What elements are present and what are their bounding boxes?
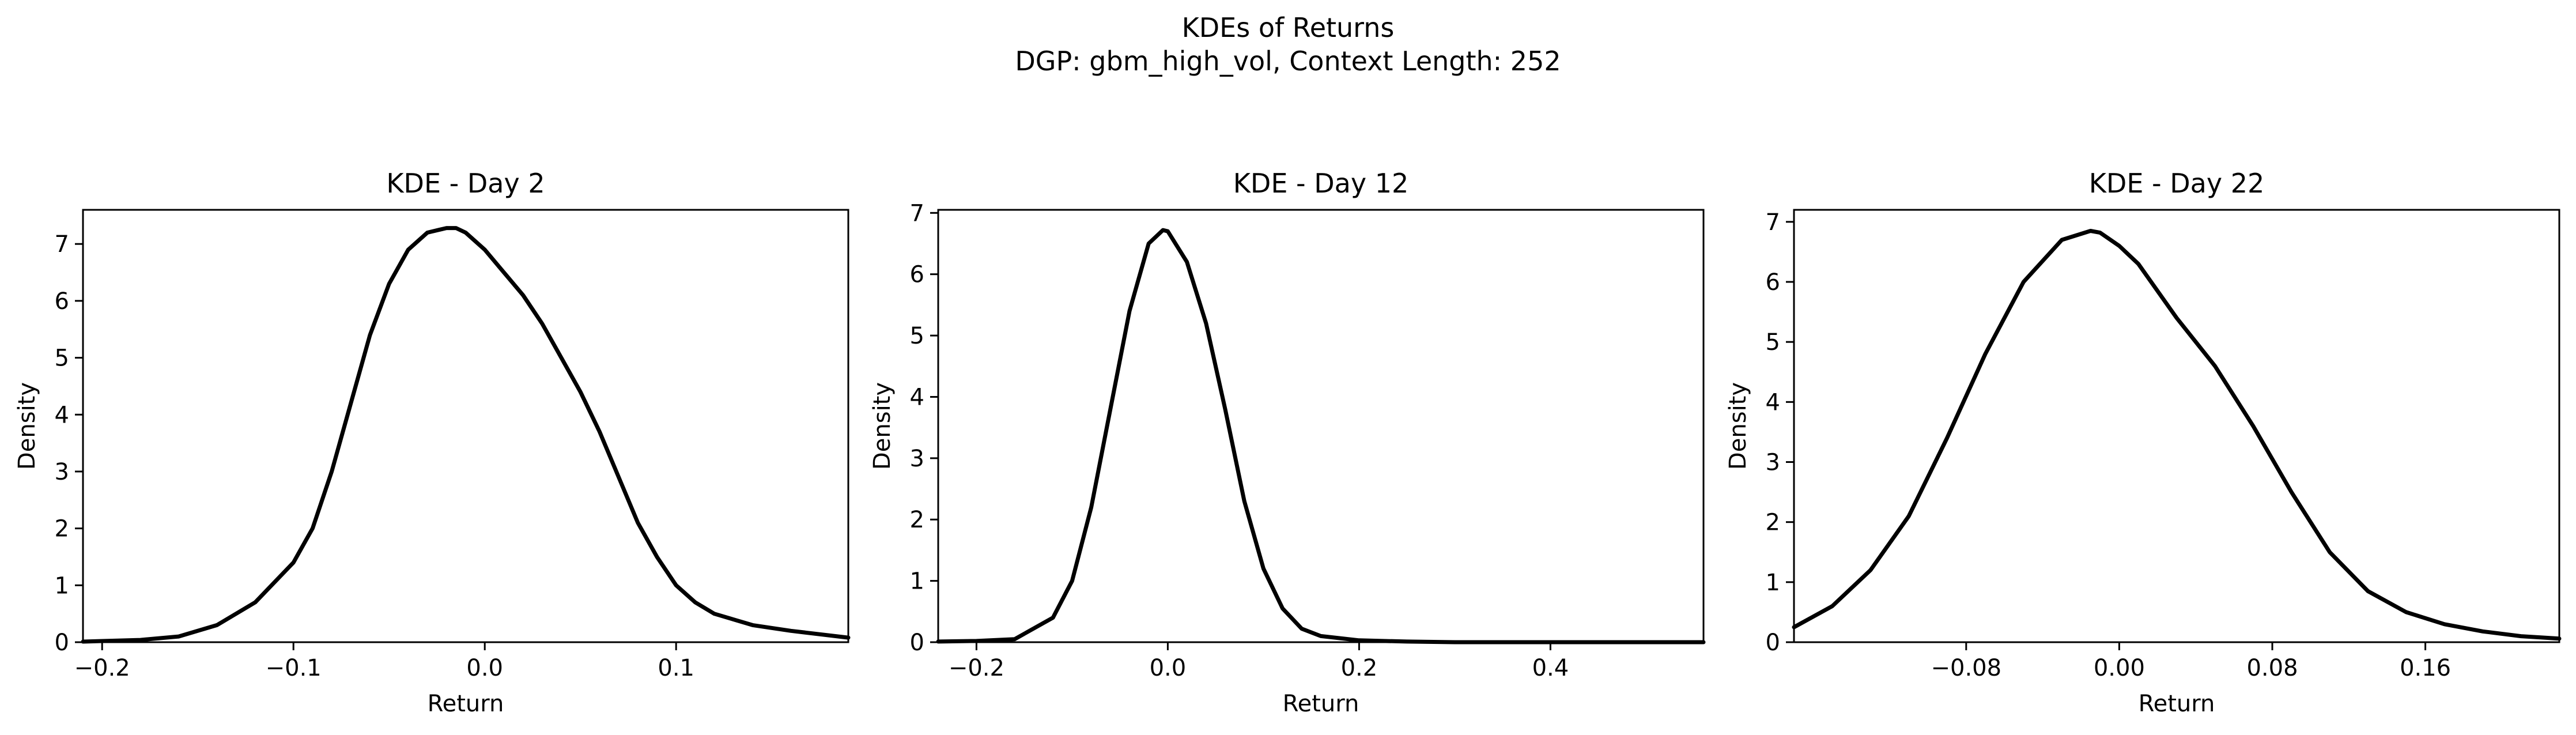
y-tick-label: 4: [55, 402, 69, 428]
y-tick-label: 7: [55, 231, 69, 258]
y-tick-label: 2: [1766, 510, 1780, 536]
x-axis-label: Return: [2139, 691, 2215, 717]
y-tick-label: 6: [1766, 269, 1780, 296]
x-tick-label: 0.1: [658, 655, 694, 681]
y-tick-label: 1: [910, 568, 924, 595]
x-tick-label: 0.00: [2094, 655, 2145, 681]
x-tick-label: 0.2: [1341, 655, 1378, 681]
y-tick-label: 4: [1766, 389, 1780, 416]
x-tick-label: −0.2: [949, 655, 1004, 681]
x-tick-label: 0.16: [2400, 655, 2451, 681]
axes-frame: [937, 209, 1705, 643]
y-axis-label: Density: [1725, 382, 1751, 470]
y-tick-label: 3: [55, 459, 69, 485]
figure-title-line2: DGP: gbm_high_vol, Context Length: 252: [1015, 46, 1561, 77]
y-tick-label: 2: [910, 507, 924, 533]
y-tick-label: 6: [55, 288, 69, 315]
subplot-title: KDE - Day 12: [1233, 168, 1408, 199]
y-axis-label: Density: [14, 382, 40, 470]
subplot-2: −0.2 0.0 0.2 0.4 0 1 2 3 4 5 6 7 KDE - Day 12 Return D…: [869, 168, 1706, 717]
y-axis-label: Density: [869, 382, 896, 470]
subplot-title: KDE - Day 2: [386, 168, 545, 199]
y-tick-label: 0: [55, 630, 69, 656]
x-tick-label: −0.2: [74, 655, 130, 681]
kde-curve: [81, 226, 851, 644]
subplot-1: −0.2 −0.1 0.0 0.1 0 1 2 3 4 5 6 7 KDE - Day 2 Return D…: [14, 168, 851, 717]
x-tick-label: 0.08: [2246, 655, 2298, 681]
subplots: −0.2 −0.1 0.0 0.1 0 1 2 3 4 5 6 7 KDE - Day 2 Return D…: [14, 168, 2562, 717]
y-tick-label: 7: [910, 200, 924, 227]
y-tick-label: 5: [1766, 329, 1780, 356]
x-tick-label: −0.08: [1931, 655, 2002, 681]
y-tick-label: 0: [1766, 630, 1780, 656]
x-tick-label: 0.0: [1150, 655, 1187, 681]
y-tick-label: 5: [910, 323, 924, 349]
y-tick-label: 3: [1766, 450, 1780, 476]
figure-title-line1: KDEs of Returns: [1182, 12, 1395, 43]
y-tick-label: 1: [55, 572, 69, 599]
y-tick-label: 3: [910, 446, 924, 472]
x-tick-label: −0.1: [266, 655, 322, 681]
axes-frame: [82, 209, 849, 643]
y-tick-label: 6: [910, 262, 924, 288]
y-tick-label: 5: [55, 345, 69, 372]
x-tick-label: 0.0: [466, 655, 503, 681]
y-tick-label: 7: [1766, 209, 1780, 236]
x-tick-label: 0.4: [1532, 655, 1569, 681]
axes-frame: [1793, 209, 2560, 643]
x-axis-label: Return: [1283, 691, 1359, 717]
subplot-3: −0.08 0.00 0.08 0.16 0 1 2 3 4 5 6 7 KDE - Day 22 Ret…: [1725, 168, 2562, 717]
kde-curve: [936, 228, 1706, 644]
x-axis-label: Return: [428, 691, 504, 717]
subplot-title: KDE - Day 22: [2089, 168, 2264, 199]
y-tick-label: 0: [910, 630, 924, 656]
y-tick-label: 1: [1766, 570, 1780, 596]
kde-curve: [1792, 229, 2562, 641]
y-tick-label: 2: [55, 516, 69, 542]
y-tick-label: 4: [910, 384, 924, 410]
